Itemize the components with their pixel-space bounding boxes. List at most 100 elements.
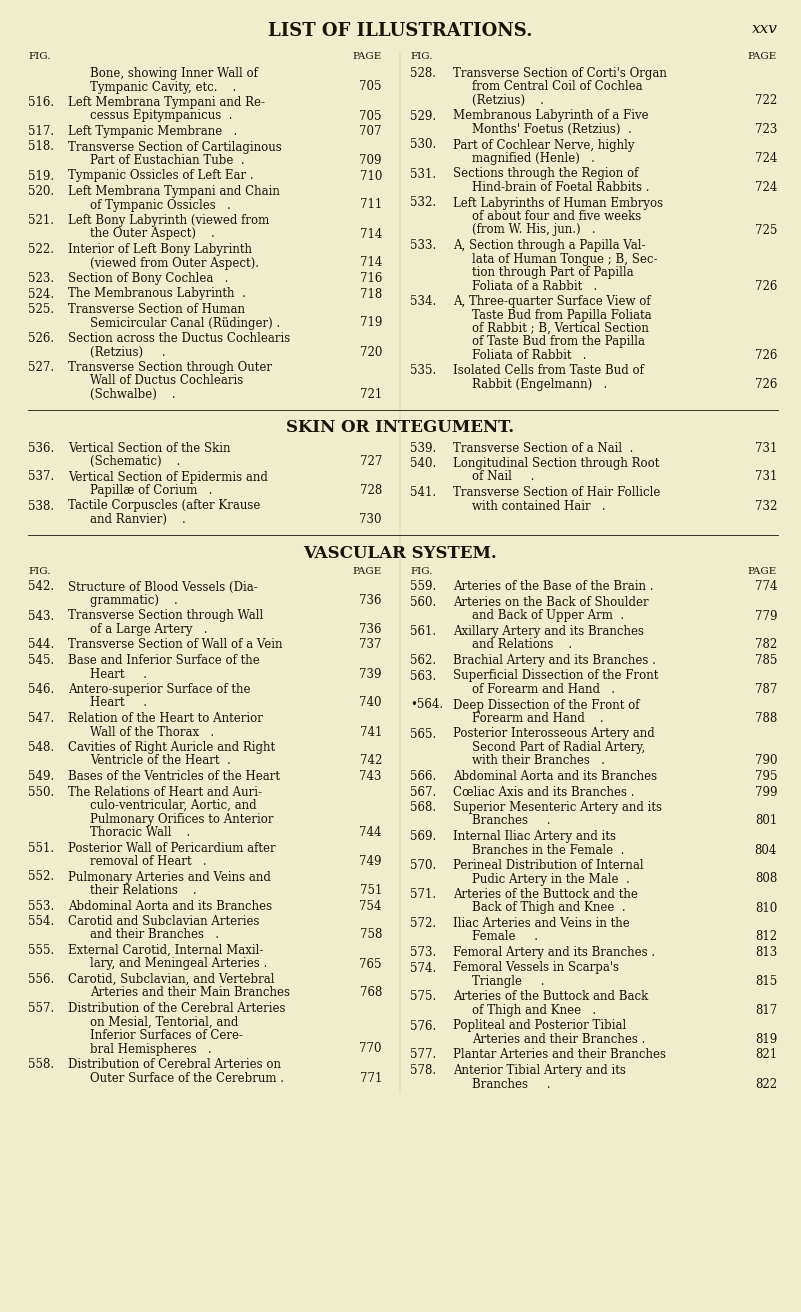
Text: 578.: 578. (410, 1064, 436, 1077)
Text: 771: 771 (360, 1072, 382, 1085)
Text: 565.: 565. (410, 727, 437, 740)
Text: 522.: 522. (28, 243, 54, 256)
Text: 576.: 576. (410, 1019, 437, 1033)
Text: 714: 714 (360, 257, 382, 269)
Text: Femoral Artery and its Branches .: Femoral Artery and its Branches . (453, 946, 655, 959)
Text: Distribution of the Cerebral Arteries: Distribution of the Cerebral Arteries (68, 1002, 285, 1015)
Text: 557.: 557. (28, 1002, 54, 1015)
Text: and Back of Upper Arm  .: and Back of Upper Arm . (472, 610, 624, 622)
Text: 808: 808 (755, 872, 777, 886)
Text: A, Three-quarter Surface View of: A, Three-quarter Surface View of (453, 295, 650, 308)
Text: 751: 751 (360, 884, 382, 897)
Text: Foliata of Rabbit   .: Foliata of Rabbit . (472, 349, 586, 362)
Text: Interior of Left Bony Labyrinth: Interior of Left Bony Labyrinth (68, 243, 252, 256)
Text: Femoral Vessels in Scarpa's: Femoral Vessels in Scarpa's (453, 962, 619, 975)
Text: (Retzius)     .: (Retzius) . (90, 345, 166, 358)
Text: 525.: 525. (28, 303, 54, 316)
Text: Transverse Section through Outer: Transverse Section through Outer (68, 361, 272, 374)
Text: 709: 709 (360, 154, 382, 167)
Text: Tympanic Cavity, etc.    .: Tympanic Cavity, etc. . (90, 80, 236, 93)
Text: 517.: 517. (28, 125, 54, 138)
Text: their Relations    .: their Relations . (90, 884, 196, 897)
Text: Iliac Arteries and Veins in the: Iliac Arteries and Veins in the (453, 917, 630, 930)
Text: Arteries of the Buttock and Back: Arteries of the Buttock and Back (453, 991, 648, 1004)
Text: 732: 732 (755, 500, 777, 513)
Text: grammatic)    .: grammatic) . (90, 594, 178, 607)
Text: LIST OF ILLUSTRATIONS.: LIST OF ILLUSTRATIONS. (268, 22, 532, 39)
Text: 529.: 529. (410, 109, 436, 122)
Text: Antero-superior Surface of the: Antero-superior Surface of the (68, 684, 251, 695)
Text: 731: 731 (755, 442, 777, 454)
Text: Left Labyrinths of Human Embryos: Left Labyrinths of Human Embryos (453, 197, 663, 210)
Text: 705: 705 (360, 80, 382, 93)
Text: PAGE: PAGE (352, 52, 382, 60)
Text: 549.: 549. (28, 770, 54, 783)
Text: 768: 768 (360, 987, 382, 1000)
Text: Bone, showing Inner Wall of: Bone, showing Inner Wall of (90, 67, 258, 80)
Text: Transverse Section through Wall: Transverse Section through Wall (68, 610, 264, 622)
Text: 779: 779 (755, 610, 777, 622)
Text: Base and Inferior Surface of the: Base and Inferior Surface of the (68, 653, 260, 666)
Text: 534.: 534. (410, 295, 437, 308)
Text: 521.: 521. (28, 214, 54, 227)
Text: Isolated Cells from Taste Bud of: Isolated Cells from Taste Bud of (453, 365, 644, 378)
Text: 754: 754 (360, 900, 382, 913)
Text: xxv: xxv (752, 22, 778, 35)
Text: Transverse Section of a Nail  .: Transverse Section of a Nail . (453, 442, 634, 454)
Text: Forearm and Hand    .: Forearm and Hand . (472, 712, 604, 726)
Text: 561.: 561. (410, 625, 436, 638)
Text: with contained Hair   .: with contained Hair . (472, 500, 606, 513)
Text: Female     .: Female . (472, 930, 538, 943)
Text: 530.: 530. (410, 139, 437, 151)
Text: Hind-brain of Foetal Rabbits .: Hind-brain of Foetal Rabbits . (472, 181, 650, 194)
Text: 577.: 577. (410, 1048, 437, 1061)
Text: Internal Iliac Artery and its: Internal Iliac Artery and its (453, 830, 616, 844)
Text: 569.: 569. (410, 830, 437, 844)
Text: and their Branches   .: and their Branches . (90, 929, 219, 942)
Text: 743: 743 (360, 770, 382, 783)
Text: Arteries on the Back of Shoulder: Arteries on the Back of Shoulder (453, 596, 649, 609)
Text: Transverse Section of Wall of a Vein: Transverse Section of Wall of a Vein (68, 639, 283, 652)
Text: 749: 749 (360, 855, 382, 869)
Text: 817: 817 (755, 1004, 777, 1017)
Text: 566.: 566. (410, 770, 437, 783)
Text: Superior Mesenteric Artery and its: Superior Mesenteric Artery and its (453, 802, 662, 813)
Text: 527.: 527. (28, 361, 54, 374)
Text: 546.: 546. (28, 684, 54, 695)
Text: (from W. His, jun.)   .: (from W. His, jun.) . (472, 223, 596, 236)
Text: with their Branches   .: with their Branches . (472, 754, 605, 768)
Text: 774: 774 (755, 580, 777, 593)
Text: 568.: 568. (410, 802, 436, 813)
Text: VASCULAR SYSTEM.: VASCULAR SYSTEM. (303, 544, 497, 562)
Text: 536.: 536. (28, 442, 54, 454)
Text: Section across the Ductus Cochlearis: Section across the Ductus Cochlearis (68, 332, 290, 345)
Text: 722: 722 (755, 94, 777, 108)
Text: (Retzius)    .: (Retzius) . (472, 94, 544, 108)
Text: 765: 765 (360, 958, 382, 971)
Text: 570.: 570. (410, 859, 437, 872)
Text: 815: 815 (755, 975, 777, 988)
Text: 540.: 540. (410, 457, 437, 470)
Text: Branches in the Female  .: Branches in the Female . (472, 844, 624, 857)
Text: Arteries and their Main Branches: Arteries and their Main Branches (90, 987, 290, 1000)
Text: 560.: 560. (410, 596, 437, 609)
Text: 705: 705 (360, 109, 382, 122)
Text: 726: 726 (755, 279, 777, 293)
Text: Bases of the Ventricles of the Heart: Bases of the Ventricles of the Heart (68, 770, 280, 783)
Text: lata of Human Tongue ; B, Sec-: lata of Human Tongue ; B, Sec- (472, 252, 658, 265)
Text: Left Membrana Tympani and Chain: Left Membrana Tympani and Chain (68, 185, 280, 198)
Text: Cavities of Right Auricle and Right: Cavities of Right Auricle and Right (68, 741, 275, 754)
Text: 741: 741 (360, 726, 382, 739)
Text: Cœliac Axis and its Branches .: Cœliac Axis and its Branches . (453, 786, 634, 799)
Text: 804: 804 (755, 844, 777, 857)
Text: 518.: 518. (28, 140, 54, 154)
Text: 531.: 531. (410, 168, 436, 181)
Text: Branches     .: Branches . (472, 1077, 550, 1090)
Text: 728: 728 (360, 484, 382, 497)
Text: 567.: 567. (410, 786, 437, 799)
Text: 726: 726 (755, 378, 777, 391)
Text: 554.: 554. (28, 914, 54, 928)
Text: Superficial Dissection of the Front: Superficial Dissection of the Front (453, 669, 658, 682)
Text: 724: 724 (755, 152, 777, 165)
Text: 526.: 526. (28, 332, 54, 345)
